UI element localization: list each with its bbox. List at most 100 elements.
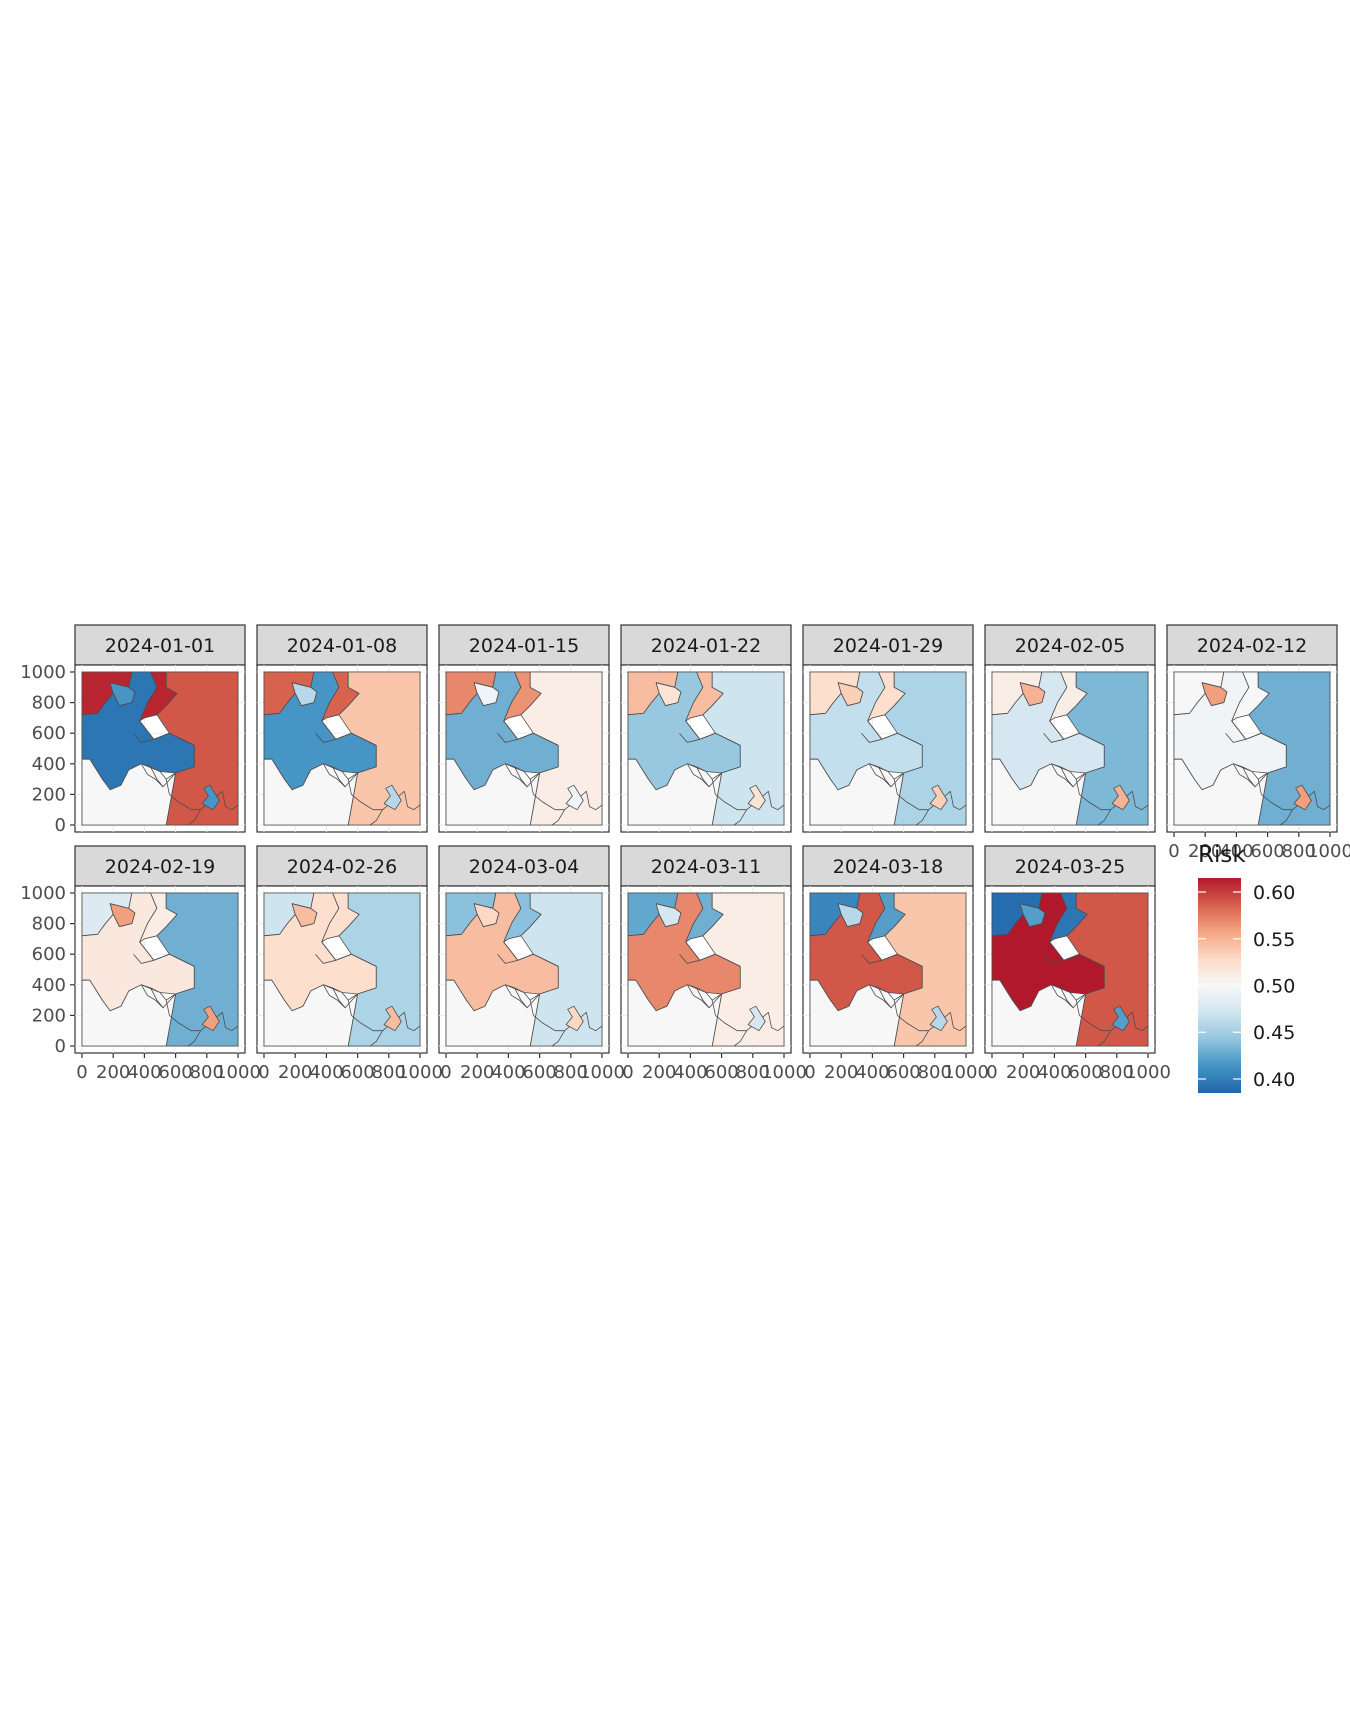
region-boundary	[1043, 953, 1064, 964]
region-east	[884, 892, 967, 1047]
facet-label: 2024-03-11	[651, 856, 761, 878]
facet-strip	[984, 845, 1156, 887]
facet-label: 2024-02-12	[1197, 635, 1307, 657]
region-boundary	[315, 732, 336, 743]
facet-panel: 2024-01-15	[438, 624, 610, 833]
y-tick-label: 800	[32, 914, 66, 935]
region-boundary	[1049, 941, 1105, 967]
region-boundary	[1231, 720, 1287, 746]
region-boundary	[165, 779, 201, 811]
x-tick-label: 1000	[1125, 1062, 1171, 1083]
region-boundary	[139, 941, 195, 967]
region-se-small	[1111, 1005, 1130, 1032]
facet-panel: 2024-01-01 0 200 400 600 800 1000	[20, 624, 246, 836]
legend-break-label: 0.60	[1253, 882, 1295, 904]
region-boundary	[133, 732, 154, 743]
region-boundary	[332, 987, 358, 1009]
x-tick-label: 400	[673, 1062, 707, 1083]
x-tick-label: 0	[440, 1062, 451, 1083]
region-se-small	[383, 1005, 402, 1032]
legend-break-label: 0.55	[1253, 929, 1295, 951]
region-boundary	[679, 953, 700, 964]
x-tick-label: 800	[1282, 841, 1316, 862]
y-tick-label: 0	[55, 1036, 66, 1057]
x-tick-label: 0	[258, 1062, 269, 1083]
x-tick-label: 400	[127, 1062, 161, 1083]
y-tick-label: 400	[32, 754, 66, 775]
region-boundary	[315, 953, 336, 964]
region-boundary	[685, 720, 741, 746]
region-boundary	[150, 766, 176, 788]
region-east	[520, 892, 603, 1047]
region-boundary	[696, 766, 722, 788]
x-tick-label: 600	[522, 1062, 556, 1083]
facet-strip	[620, 624, 792, 666]
x-tick-label: 0	[622, 1062, 633, 1083]
region-boundary	[711, 1000, 747, 1032]
facet-strip	[620, 845, 792, 887]
facet-label: 2024-03-04	[469, 856, 579, 878]
region-boundary	[893, 1000, 929, 1032]
region-boundary	[861, 732, 882, 743]
region-boundary	[332, 766, 358, 788]
region-boundary	[685, 941, 741, 967]
region-boundary	[1075, 1000, 1111, 1032]
x-tick-label: 800	[372, 1062, 406, 1083]
region-boundary	[497, 732, 518, 743]
region-boundary	[347, 1000, 383, 1032]
x-tick-label: 800	[736, 1062, 770, 1083]
region-east	[520, 671, 603, 826]
region-east	[1248, 671, 1331, 826]
region-se-small	[565, 784, 584, 811]
facet-strip	[256, 624, 428, 666]
region-boundary	[497, 953, 518, 964]
region-boundary	[1060, 987, 1086, 1009]
region-boundary	[322, 984, 346, 1009]
facet-panel: 2024-01-29	[802, 624, 974, 833]
facet-strip	[1166, 624, 1338, 666]
x-tick-label: 1000	[397, 1062, 443, 1083]
region-se-small	[565, 1005, 584, 1032]
x-tick-label: 200	[1006, 1062, 1040, 1083]
facet-label: 2024-02-26	[287, 856, 397, 878]
region-boundary	[868, 763, 892, 788]
color-legend: Risk 0.40 0.45 0.50 0.55 0.60	[1198, 842, 1295, 1093]
region-se-small	[1111, 784, 1130, 811]
x-tick-label: 200	[824, 1062, 858, 1083]
region-boundary	[514, 987, 540, 1009]
x-tick-label: 200	[460, 1062, 494, 1083]
region-se-small	[747, 784, 766, 811]
legend-break-label: 0.45	[1253, 1022, 1295, 1044]
region-boundary	[868, 984, 892, 1009]
region-boundary	[1060, 766, 1086, 788]
x-tick-label: 200	[96, 1062, 130, 1083]
facet-strip	[984, 624, 1156, 666]
x-tick-label: 800	[918, 1062, 952, 1083]
region-boundary	[1257, 779, 1293, 811]
x-tick-label: 0	[1168, 841, 1179, 862]
x-tick-label: 1000	[215, 1062, 261, 1083]
region-se-small	[1293, 784, 1312, 811]
x-tick-label: 600	[886, 1062, 920, 1083]
facet-label: 2024-01-29	[833, 635, 943, 657]
x-tick-label: 400	[1219, 841, 1253, 862]
facet-strip	[802, 845, 974, 887]
region-boundary	[1242, 766, 1268, 788]
facet-panel: 2024-02-05	[984, 624, 1156, 833]
region-boundary	[504, 984, 528, 1009]
region-east	[338, 892, 421, 1047]
region-boundary	[504, 763, 528, 788]
region-se-small	[747, 1005, 766, 1032]
region-boundary	[165, 1000, 201, 1032]
facet-strip	[438, 845, 610, 887]
region-boundary	[696, 987, 722, 1009]
x-tick-label: 400	[1037, 1062, 1071, 1083]
legend-title: Risk	[1198, 842, 1246, 868]
x-tick-label: 600	[158, 1062, 192, 1083]
region-east	[156, 892, 239, 1047]
facet-label: 2024-01-22	[651, 635, 761, 657]
region-boundary	[529, 1000, 565, 1032]
y-tick-label: 400	[32, 975, 66, 996]
